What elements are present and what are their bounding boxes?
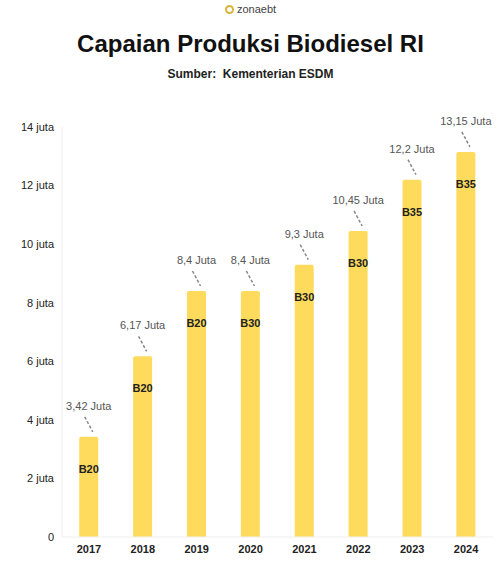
svg-text:2019: 2019 <box>184 543 208 555</box>
svg-text:8,4 Juta: 8,4 Juta <box>231 254 271 266</box>
svg-text:2022: 2022 <box>346 543 370 555</box>
svg-text:B30: B30 <box>348 257 368 269</box>
html-text:zonaebt: zonaebt <box>236 3 277 16</box>
svg-text:12,2 Juta: 12,2 Juta <box>389 143 435 155</box>
svg-text:2020: 2020 <box>238 543 262 555</box>
html-text:Capaian Produksi Biodiesel RI: Capaian Produksi Biodiesel RI <box>77 30 424 57</box>
svg-text:0: 0 <box>48 531 54 543</box>
svg-text:14 juta: 14 juta <box>21 121 55 133</box>
html-text:Sumber: Kementerian ESDM: Sumber: Kementerian ESDM <box>167 67 334 81</box>
svg-text:9,3 Juta: 9,3 Juta <box>285 228 325 240</box>
svg-text:12 juta: 12 juta <box>21 179 55 191</box>
svg-text:B30: B30 <box>294 291 314 303</box>
svg-text:B20: B20 <box>186 317 206 329</box>
svg-text:2021: 2021 <box>292 543 316 555</box>
svg-text:10 juta: 10 juta <box>21 238 55 250</box>
svg-text:2017: 2017 <box>77 543 101 555</box>
svg-text:3,42 Juta: 3,42 Juta <box>66 400 112 412</box>
svg-text:8,4 Juta: 8,4 Juta <box>177 254 217 266</box>
svg-text:B35: B35 <box>402 206 422 218</box>
svg-text:B20: B20 <box>79 463 99 475</box>
svg-text:B35: B35 <box>456 178 476 190</box>
svg-text:B20: B20 <box>133 382 153 394</box>
svg-text:6,17 Juta: 6,17 Juta <box>120 319 166 331</box>
svg-text:2018: 2018 <box>131 543 155 555</box>
svg-text:4 juta: 4 juta <box>27 414 55 426</box>
svg-text:10,45 Juta: 10,45 Juta <box>332 194 384 206</box>
svg-text:2024: 2024 <box>454 543 479 555</box>
svg-text:6 juta: 6 juta <box>27 355 55 367</box>
svg-text:8 juta: 8 juta <box>27 297 55 309</box>
svg-text:2023: 2023 <box>400 543 424 555</box>
svg-text:13,15 Juta: 13,15 Juta <box>440 115 492 127</box>
svg-text:B30: B30 <box>240 317 260 329</box>
svg-text:2 juta: 2 juta <box>27 472 55 484</box>
